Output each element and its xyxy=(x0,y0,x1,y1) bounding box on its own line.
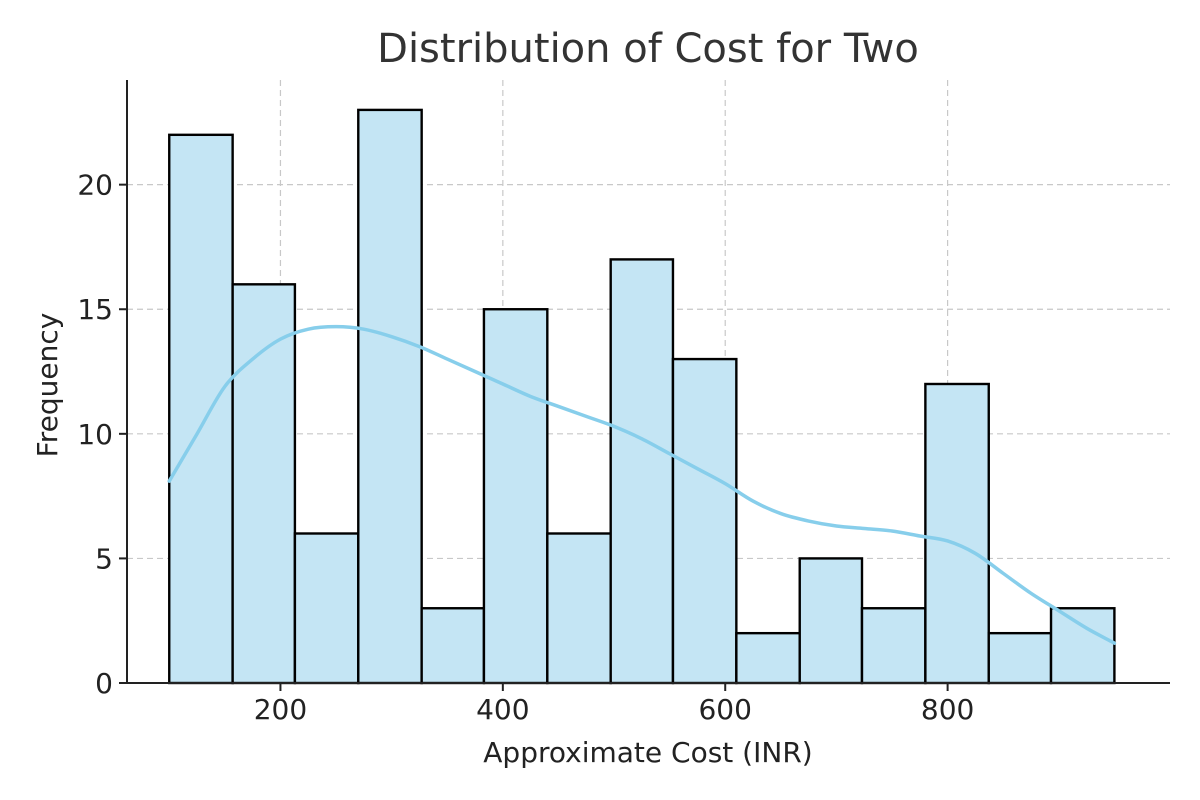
histogram-bar-5 xyxy=(420,607,486,685)
histogram-bar-13 xyxy=(924,382,990,685)
histogram-bar-6 xyxy=(482,308,549,685)
histogram-bar-15 xyxy=(1049,607,1116,685)
x-tick-label-800: 800 xyxy=(921,693,974,726)
histogram-bar-1 xyxy=(168,133,234,685)
kde-curve xyxy=(167,324,1117,645)
histogram-bars xyxy=(168,108,1116,685)
histogram-bar-11 xyxy=(798,557,864,685)
histogram-bar-4 xyxy=(357,108,423,685)
y-tick-label-15: 15 xyxy=(77,293,113,326)
y-tick-label-0: 0 xyxy=(95,667,113,700)
x-axis-label: Approximate Cost (INR) xyxy=(483,736,812,769)
histogram-bar-10 xyxy=(735,631,801,685)
histogram-bar-14 xyxy=(987,631,1053,685)
x-tick-label-400: 400 xyxy=(476,693,529,726)
y-tick-label-20: 20 xyxy=(77,169,113,202)
histogram-bar-12 xyxy=(860,607,927,685)
x-axis-ticks: 200 400 600 800 xyxy=(254,683,974,726)
y-axis-ticks: 0 5 10 15 20 xyxy=(77,169,127,700)
x-tick-label-600: 600 xyxy=(698,693,751,726)
x-tick-label-200: 200 xyxy=(254,693,307,726)
histogram-bar-8 xyxy=(609,258,675,685)
histogram-bar-9 xyxy=(671,357,738,685)
y-tick-label-10: 10 xyxy=(77,418,113,451)
histogram-bar-7 xyxy=(546,532,612,685)
y-tick-label-5: 5 xyxy=(95,542,113,575)
y-axis-label: Frequency xyxy=(31,313,64,458)
histogram-bar-3 xyxy=(293,532,360,685)
histogram-bar-2 xyxy=(231,283,297,685)
chart-title: Distribution of Cost for Two xyxy=(377,26,919,72)
